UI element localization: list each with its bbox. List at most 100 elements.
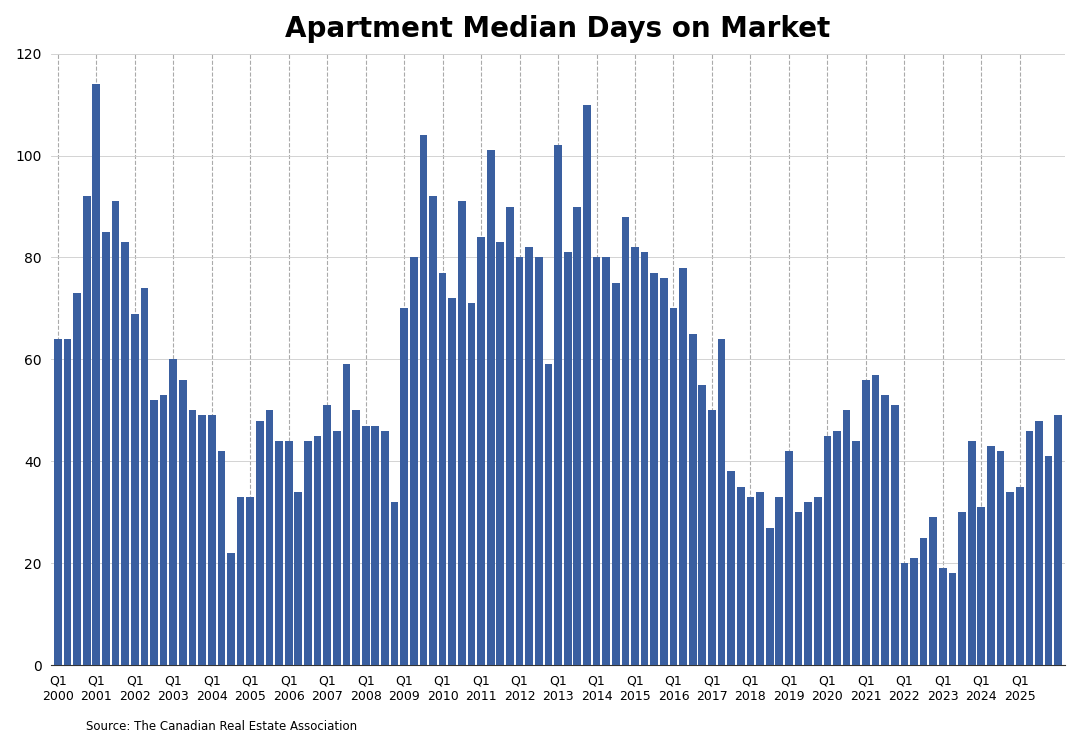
Bar <box>785 451 793 665</box>
Bar <box>948 574 956 665</box>
Bar <box>73 293 81 665</box>
Bar <box>1026 431 1034 665</box>
Bar <box>438 273 446 665</box>
Bar <box>727 471 735 665</box>
Bar <box>1054 415 1062 665</box>
Bar <box>64 339 71 665</box>
Bar <box>631 247 639 665</box>
Bar <box>266 410 273 665</box>
Bar <box>160 395 167 665</box>
Bar <box>660 278 667 665</box>
Bar <box>362 425 369 665</box>
Bar <box>872 374 879 665</box>
Bar <box>179 380 187 665</box>
Bar <box>237 497 244 665</box>
Bar <box>920 538 928 665</box>
Bar <box>737 487 745 665</box>
Bar <box>795 512 802 665</box>
Bar <box>891 406 899 665</box>
Bar <box>140 288 148 665</box>
Bar <box>805 502 812 665</box>
Bar <box>862 380 869 665</box>
Bar <box>1016 487 1024 665</box>
Bar <box>83 196 91 665</box>
Title: Apartment Median Days on Market: Apartment Median Days on Market <box>285 15 831 43</box>
Bar <box>1044 456 1053 665</box>
Bar <box>756 492 764 665</box>
Bar <box>852 441 860 665</box>
Bar <box>333 431 340 665</box>
Bar <box>525 247 534 665</box>
Bar <box>718 339 726 665</box>
Bar <box>621 217 630 665</box>
Bar <box>199 415 206 665</box>
Bar <box>391 502 399 665</box>
Bar <box>227 553 234 665</box>
Bar <box>295 492 302 665</box>
Bar <box>930 517 937 665</box>
Bar <box>507 206 514 665</box>
Bar <box>939 568 947 665</box>
Bar <box>699 385 706 665</box>
Bar <box>708 410 716 665</box>
Bar <box>564 252 571 665</box>
Bar <box>487 150 495 665</box>
Bar <box>121 242 129 665</box>
Bar <box>997 451 1004 665</box>
Bar <box>746 497 754 665</box>
Bar <box>103 232 110 665</box>
Bar <box>342 365 350 665</box>
Bar <box>814 497 822 665</box>
Bar <box>901 563 908 665</box>
Bar <box>448 298 456 665</box>
Bar <box>958 512 966 665</box>
Bar <box>170 360 177 665</box>
Bar <box>612 283 620 665</box>
Bar <box>842 410 850 665</box>
Bar <box>544 365 552 665</box>
Bar <box>313 436 322 665</box>
Bar <box>670 309 677 665</box>
Bar <box>766 528 773 665</box>
Bar <box>323 406 332 665</box>
Bar <box>583 104 591 665</box>
Bar <box>217 451 226 665</box>
Bar <box>679 268 687 665</box>
Bar <box>93 84 100 665</box>
Bar <box>968 441 975 665</box>
Bar <box>372 425 379 665</box>
Bar <box>554 145 562 665</box>
Bar <box>603 258 610 665</box>
Bar <box>256 420 264 665</box>
Bar <box>824 436 832 665</box>
Bar <box>131 314 138 665</box>
Bar <box>650 273 658 665</box>
Bar <box>477 237 485 665</box>
Bar <box>987 446 995 665</box>
Bar <box>689 334 697 665</box>
Bar <box>111 201 120 665</box>
Text: Source: The Canadian Real Estate Association: Source: The Canadian Real Estate Associa… <box>86 719 357 733</box>
Bar <box>1007 492 1014 665</box>
Bar <box>468 303 475 665</box>
Bar <box>285 441 293 665</box>
Bar <box>881 395 889 665</box>
Bar <box>458 201 465 665</box>
Bar <box>419 135 428 665</box>
Bar <box>497 242 504 665</box>
Bar <box>977 507 985 665</box>
Bar <box>305 441 312 665</box>
Bar <box>189 410 197 665</box>
Bar <box>275 441 283 665</box>
Bar <box>775 497 783 665</box>
Bar <box>352 410 360 665</box>
Bar <box>573 206 581 665</box>
Bar <box>207 415 216 665</box>
Bar <box>429 196 436 665</box>
Bar <box>54 339 62 665</box>
Bar <box>246 497 254 665</box>
Bar <box>1035 420 1043 665</box>
Bar <box>150 400 158 665</box>
Bar <box>401 309 408 665</box>
Bar <box>640 252 648 665</box>
